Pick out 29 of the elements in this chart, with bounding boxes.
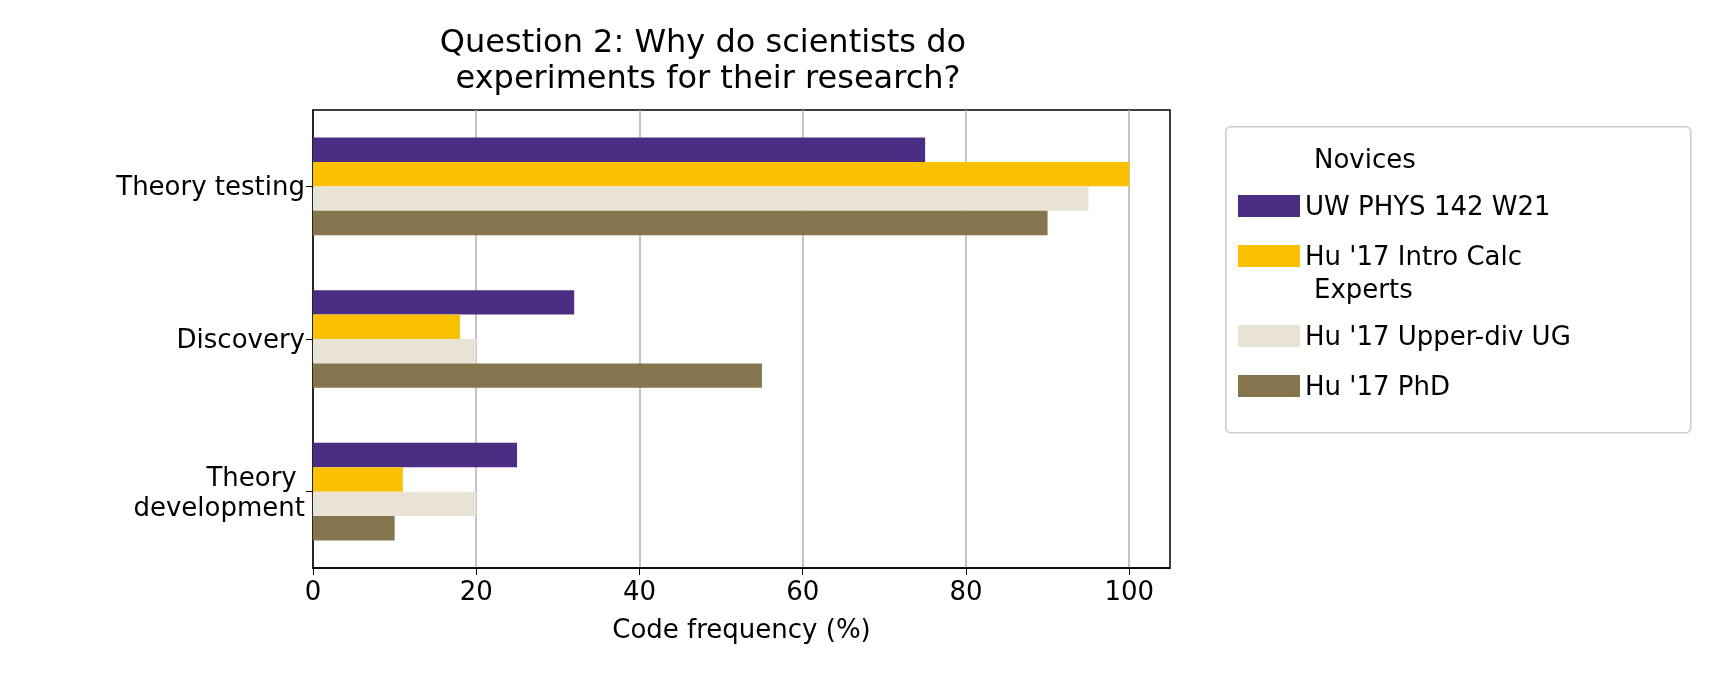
bar (313, 491, 477, 517)
x-tick-label: 60 (786, 576, 820, 606)
y-tick-label: Theory testing (115, 171, 305, 202)
bar (313, 339, 477, 364)
x-axis-title: Code frequency (%) (612, 614, 871, 644)
bar (313, 363, 762, 388)
bar (313, 467, 403, 492)
bar (313, 516, 395, 541)
x-tick-label: 40 (622, 576, 657, 606)
legend-label: Hu '17 Intro Calc (1305, 241, 1523, 271)
y-tick-label: Discovery (176, 324, 305, 354)
bar (313, 290, 575, 315)
text: Experts (1314, 274, 1413, 304)
bar (313, 161, 1130, 187)
bar (313, 314, 460, 339)
x-tick-label: 20 (459, 576, 493, 606)
bar (313, 442, 518, 468)
bar (313, 210, 1048, 236)
text: Novices (1314, 144, 1416, 174)
legend-label: UW PHYS 142 W21 (1305, 191, 1551, 221)
y-tick-label: Theory development (133, 461, 305, 522)
x-tick-label: 0 (304, 576, 322, 606)
bar (313, 186, 1089, 211)
legend-label: Hu '17 PhD (1305, 371, 1450, 401)
chart-title: Question 2: Why do scientists do experiments for their research? (439, 22, 977, 96)
legend-label: Hu '17 Upper-div UG (1305, 321, 1571, 351)
bar (313, 137, 926, 162)
x-tick-label: 80 (949, 576, 983, 606)
x-tick-label: 100 (1104, 576, 1155, 606)
